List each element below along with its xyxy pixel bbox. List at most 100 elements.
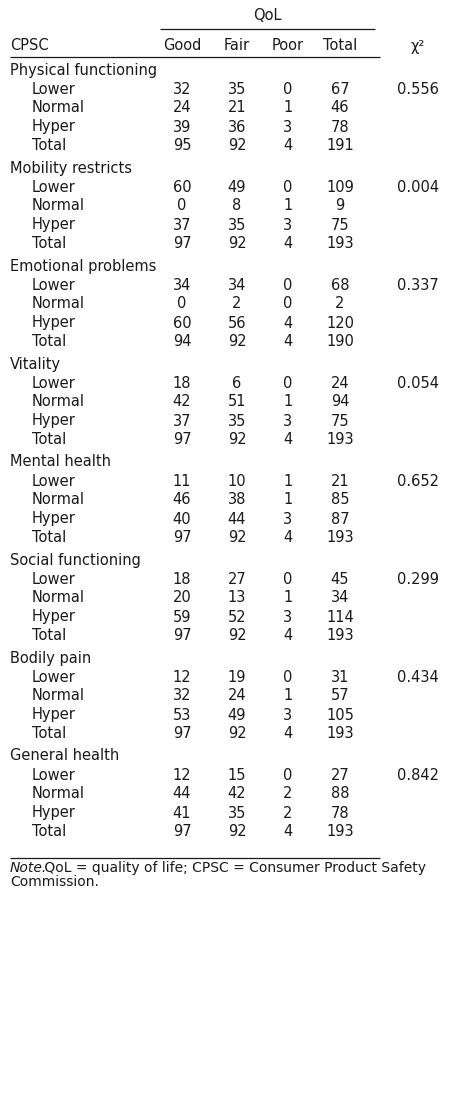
Text: 4: 4 [283, 237, 292, 251]
Text: Bodily pain: Bodily pain [10, 651, 91, 665]
Text: 0: 0 [283, 376, 292, 390]
Text: 42: 42 [228, 787, 246, 801]
Text: 1: 1 [283, 492, 292, 508]
Text: Good: Good [163, 39, 201, 53]
Text: 1: 1 [283, 199, 292, 213]
Text: 0.652: 0.652 [397, 473, 439, 489]
Text: Vitality: Vitality [10, 357, 61, 371]
Text: 78: 78 [331, 805, 349, 821]
Text: Normal: Normal [32, 787, 85, 801]
Text: 92: 92 [228, 727, 246, 741]
Text: 51: 51 [228, 394, 246, 410]
Text: 4: 4 [283, 824, 292, 840]
Text: 92: 92 [228, 629, 246, 643]
Text: Normal: Normal [32, 199, 85, 213]
Text: Total: Total [32, 824, 66, 840]
Text: Normal: Normal [32, 100, 85, 116]
Text: 44: 44 [173, 787, 191, 801]
Text: 3: 3 [283, 511, 292, 527]
Text: 0: 0 [283, 768, 292, 782]
Text: 2: 2 [232, 297, 242, 311]
Text: 1: 1 [283, 473, 292, 489]
Text: Hyper: Hyper [32, 511, 76, 527]
Text: 27: 27 [228, 571, 246, 587]
Text: 11: 11 [173, 473, 191, 489]
Text: 105: 105 [326, 708, 354, 722]
Text: 97: 97 [173, 824, 191, 840]
Text: 3: 3 [283, 413, 292, 429]
Text: QoL = quality of life; CPSC = Consumer Product Safety: QoL = quality of life; CPSC = Consumer P… [40, 861, 426, 875]
Text: 0.434: 0.434 [397, 670, 439, 684]
Text: Lower: Lower [32, 278, 76, 292]
Text: CPSC: CPSC [10, 39, 49, 53]
Text: 4: 4 [283, 432, 292, 448]
Text: 52: 52 [228, 610, 246, 624]
Text: Total: Total [32, 727, 66, 741]
Text: 8: 8 [232, 199, 242, 213]
Text: 60: 60 [173, 316, 191, 330]
Text: 4: 4 [283, 629, 292, 643]
Text: 57: 57 [331, 689, 349, 703]
Text: 46: 46 [173, 492, 191, 508]
Text: Lower: Lower [32, 670, 76, 684]
Text: Physical functioning: Physical functioning [10, 62, 157, 78]
Text: Lower: Lower [32, 473, 76, 489]
Text: 191: 191 [326, 139, 354, 153]
Text: General health: General health [10, 749, 119, 763]
Text: 92: 92 [228, 139, 246, 153]
Text: 20: 20 [173, 591, 191, 605]
Text: 0: 0 [283, 571, 292, 587]
Text: 34: 34 [228, 278, 246, 292]
Text: Fair: Fair [224, 39, 250, 53]
Text: Normal: Normal [32, 591, 85, 605]
Text: 4: 4 [283, 139, 292, 153]
Text: 0.556: 0.556 [397, 81, 439, 97]
Text: Lower: Lower [32, 180, 76, 194]
Text: 97: 97 [173, 727, 191, 741]
Text: 24: 24 [228, 689, 246, 703]
Text: Total: Total [32, 237, 66, 251]
Text: 193: 193 [326, 530, 354, 546]
Text: 1: 1 [283, 689, 292, 703]
Text: 0.299: 0.299 [397, 571, 439, 587]
Text: 3: 3 [283, 708, 292, 722]
Text: 40: 40 [173, 511, 191, 527]
Text: Lower: Lower [32, 376, 76, 390]
Text: 0.842: 0.842 [397, 768, 439, 782]
Text: 193: 193 [326, 629, 354, 643]
Text: 9: 9 [336, 199, 345, 213]
Text: 18: 18 [173, 571, 191, 587]
Text: 45: 45 [331, 571, 349, 587]
Text: Hyper: Hyper [32, 316, 76, 330]
Text: 97: 97 [173, 629, 191, 643]
Text: 21: 21 [331, 473, 349, 489]
Text: 0: 0 [283, 81, 292, 97]
Text: 60: 60 [173, 180, 191, 194]
Text: 3: 3 [283, 120, 292, 134]
Text: 92: 92 [228, 432, 246, 448]
Text: 92: 92 [228, 530, 246, 546]
Text: Poor: Poor [272, 39, 304, 53]
Text: 59: 59 [173, 610, 191, 624]
Text: 56: 56 [228, 316, 246, 330]
Text: 32: 32 [173, 81, 191, 97]
Text: Lower: Lower [32, 81, 76, 97]
Text: 35: 35 [228, 805, 246, 821]
Text: 0.004: 0.004 [397, 180, 439, 194]
Text: 68: 68 [331, 278, 349, 292]
Text: 36: 36 [228, 120, 246, 134]
Text: Total: Total [32, 334, 66, 350]
Text: 0: 0 [283, 278, 292, 292]
Text: 92: 92 [228, 334, 246, 350]
Text: 97: 97 [173, 530, 191, 546]
Text: Hyper: Hyper [32, 120, 76, 134]
Text: 15: 15 [228, 768, 246, 782]
Text: 44: 44 [228, 511, 246, 527]
Text: 4: 4 [283, 727, 292, 741]
Text: 78: 78 [331, 120, 349, 134]
Text: 1: 1 [283, 394, 292, 410]
Text: 97: 97 [173, 432, 191, 448]
Text: 37: 37 [173, 218, 191, 232]
Text: 12: 12 [173, 768, 191, 782]
Text: 0: 0 [283, 297, 292, 311]
